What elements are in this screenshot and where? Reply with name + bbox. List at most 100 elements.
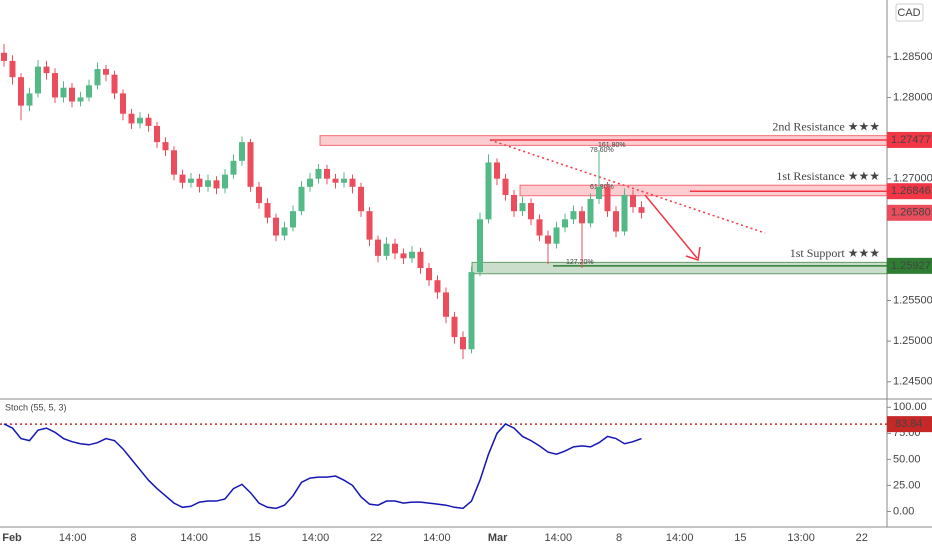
candle-body (511, 194, 517, 212)
price-tag-label: 1.26580 (891, 207, 931, 219)
candle-body (1, 52, 7, 61)
candle-body (77, 97, 84, 102)
fib-label: 78.60% (590, 147, 614, 154)
candle-body (18, 77, 24, 106)
candle-body (417, 251, 424, 269)
candle-body (52, 73, 58, 98)
candle-body (460, 337, 466, 350)
indicator-title: Stoch (55, 5, 3) (5, 402, 67, 412)
x-tick-label: 8 (130, 532, 136, 544)
candle-body (196, 178, 203, 187)
x-tick-label: 14:00 (545, 532, 573, 544)
candle-body (366, 211, 373, 240)
price-tag-label: 1.26846 (891, 185, 931, 197)
candle-body (587, 199, 594, 224)
level-name: 1st Resistance ★★★ (776, 169, 880, 183)
candle-body (570, 211, 577, 220)
y-tick-label: 1.24500 (893, 376, 932, 388)
price-tag-label: 1.27477 (891, 134, 931, 146)
candle-body (392, 243, 398, 254)
candle-body (383, 243, 390, 256)
candle-body (171, 150, 177, 175)
candle-body (94, 69, 101, 86)
candle-body (613, 211, 619, 232)
candle-body (69, 87, 75, 102)
candle-body (264, 203, 271, 218)
trendline (489, 139, 766, 234)
candle-body (341, 178, 347, 183)
candle-body (494, 162, 500, 179)
y-tick-label: 100.00 (893, 401, 927, 413)
arrow (644, 194, 698, 259)
candle-body (103, 69, 109, 75)
fib-label: 127.20% (566, 259, 594, 266)
candle-body (162, 142, 169, 151)
x-tick-label: 14:00 (423, 532, 451, 544)
y-tick-label: 1.28500 (893, 51, 932, 63)
candle-body (128, 113, 135, 124)
candle-body (230, 160, 237, 175)
level-name: 2nd Resistance ★★★ (772, 119, 880, 133)
candle-body (26, 93, 33, 106)
candle-body (358, 186, 364, 212)
candle-body (205, 180, 211, 187)
candle-body (409, 251, 415, 259)
x-tick-label: 22 (856, 532, 868, 544)
candle-body (256, 186, 262, 204)
candle-body (443, 292, 449, 317)
candle-body (426, 268, 432, 281)
candle-body (137, 117, 143, 124)
candle-body (145, 117, 152, 126)
candle-body (60, 87, 67, 98)
candle-body (468, 272, 475, 350)
indicator-line (3, 423, 642, 510)
price-tag (887, 183, 932, 200)
candle-body (536, 219, 543, 236)
candle-body (247, 142, 254, 187)
price-tag (887, 257, 932, 274)
candle-body (477, 219, 483, 273)
candle-body (528, 203, 534, 220)
zone (471, 261, 888, 275)
candle-body (630, 194, 636, 208)
candle-body (315, 168, 322, 179)
candle-body (281, 227, 288, 236)
candle-body (638, 207, 645, 213)
candle-body (349, 178, 356, 187)
x-tick-label: 15 (734, 532, 746, 544)
price-tag-label: 1.25927 (891, 260, 931, 272)
candle-body (375, 239, 381, 256)
candle-body (596, 186, 602, 199)
candle-body (519, 203, 526, 212)
candle-body (451, 316, 458, 338)
candle-body (324, 168, 330, 179)
level-name: 1st Support ★★★ (790, 246, 880, 260)
x-tick-label: 22 (370, 532, 382, 544)
y-tick-label: 1.25500 (893, 294, 932, 306)
candle-body (307, 178, 313, 187)
currency: CAD (897, 7, 920, 19)
x-tick-label: Feb (2, 532, 22, 544)
candle-body (43, 66, 50, 74)
candle-body (188, 178, 194, 183)
candle-body (154, 125, 160, 143)
candle-body (621, 194, 628, 232)
arrow-head (685, 246, 701, 261)
indicator-tag (887, 416, 932, 433)
candle-body (179, 174, 186, 183)
candle-body (604, 186, 611, 212)
y-tick-label: 0.00 (893, 505, 914, 517)
candle-body (273, 217, 279, 236)
candle-body (86, 85, 92, 98)
y-tick-label: 1.27000 (893, 173, 932, 185)
candle-body (35, 66, 41, 94)
currency-box (895, 3, 924, 22)
x-tick-label: 8 (616, 532, 622, 544)
x-tick-label: Mar (488, 532, 508, 544)
candle-body (298, 186, 305, 212)
candle-body (120, 93, 126, 114)
candle-body (111, 74, 118, 94)
x-tick-label: 14:00 (302, 532, 330, 544)
